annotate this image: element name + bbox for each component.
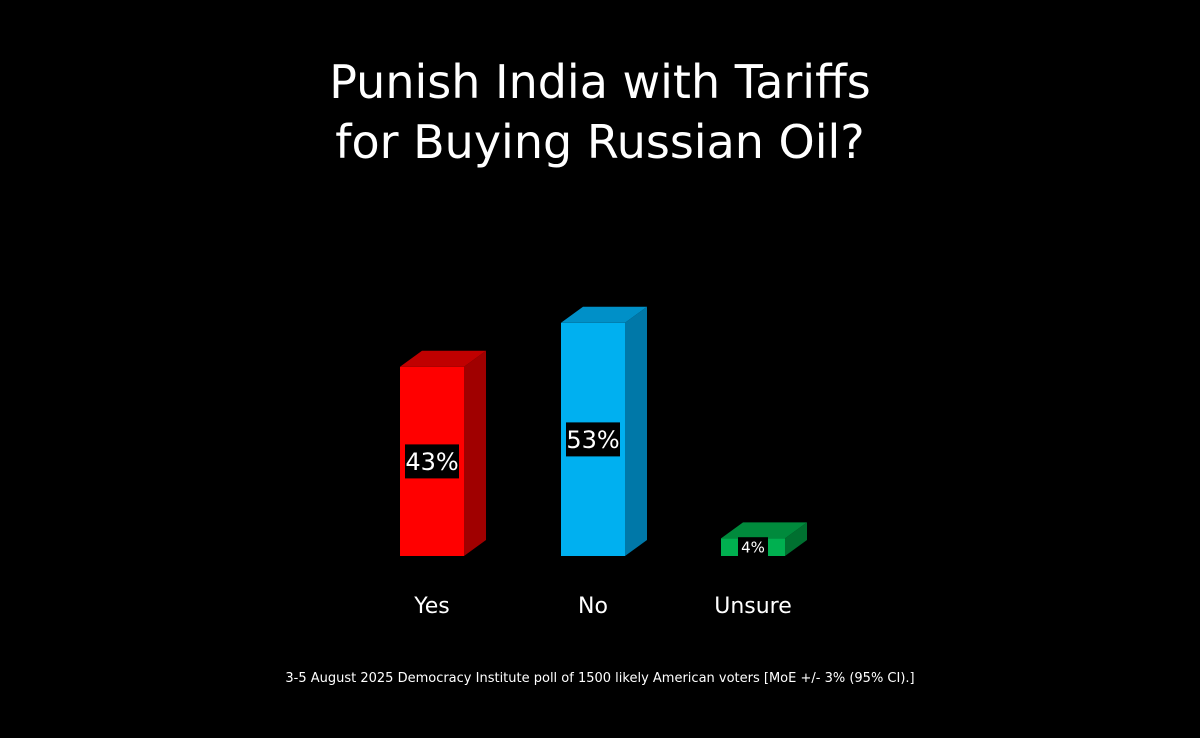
footnote: 3-5 August 2025 Democracy Institute poll… xyxy=(285,671,915,686)
data-label-box-unsure xyxy=(738,537,768,558)
bar-side-yes xyxy=(464,350,486,556)
bar-top-unsure xyxy=(721,522,807,539)
category-label-yes: Yes xyxy=(413,594,450,619)
data-label-yes: 43% xyxy=(405,448,458,476)
chart-title-line-1: Punish India with Tariffs xyxy=(329,55,871,109)
data-label-unsure: 4% xyxy=(741,539,765,557)
bar-yes: 43% xyxy=(400,350,486,556)
chart-title-line-2: for Buying Russian Oil? xyxy=(335,115,865,169)
data-label-box-yes xyxy=(405,444,459,479)
bar-side-unsure xyxy=(785,522,807,556)
data-label-no: 53% xyxy=(566,426,619,454)
chart-title: Punish India with Tariffs for Buying Rus… xyxy=(0,52,1200,172)
bar-side-no xyxy=(625,306,647,556)
bar-no: 53% xyxy=(561,306,647,556)
category-label-no: No xyxy=(578,594,608,619)
bar-unsure: 4% xyxy=(721,522,807,558)
data-label-box-no xyxy=(566,422,620,457)
bar-top-yes xyxy=(400,350,486,367)
bar-top-no xyxy=(561,306,647,323)
category-label-unsure: Unsure xyxy=(714,594,792,619)
